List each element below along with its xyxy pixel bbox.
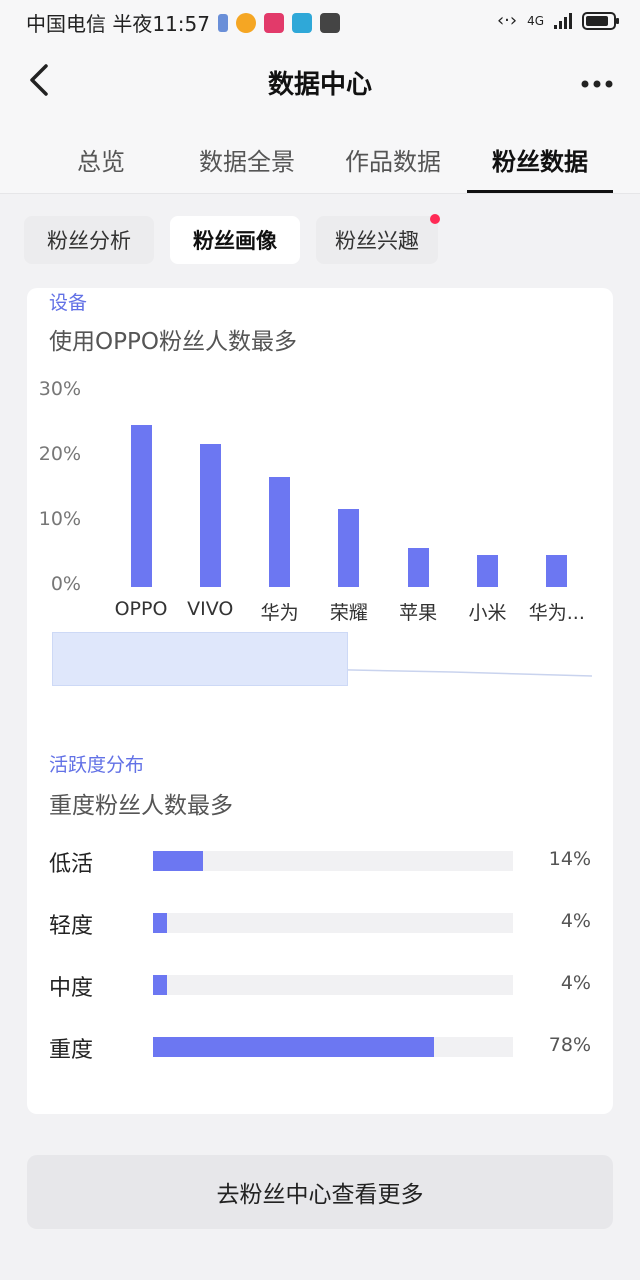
main-tabs: 总览 数据全景 作品数据 粉丝数据 [0, 120, 640, 194]
activity-bar-track [153, 975, 513, 995]
activity-row-label: 低活 [49, 852, 94, 877]
x-tick-label: 苹果 [399, 602, 438, 624]
x-tick-label: 荣耀 [329, 602, 368, 624]
bar-3[interactable] [338, 509, 360, 587]
carrier-time: 中国电信 半夜11:57 [26, 12, 210, 36]
more-dots-icon [581, 80, 613, 88]
page-title: 数据中心 [267, 70, 372, 100]
y-tick-label: 30% [38, 378, 81, 400]
activity-bar-fill [153, 975, 168, 995]
active-tab-underline [467, 190, 613, 193]
back-button[interactable] [26, 62, 56, 102]
activity-bar-track [153, 1037, 513, 1057]
y-tick-label: 20% [38, 443, 81, 465]
bar-6[interactable] [546, 554, 568, 587]
activity-percent: 4% [560, 910, 591, 932]
status-right: ‹·› 4G [496, 10, 619, 31]
reader-icon [292, 12, 312, 33]
tab-data-panorama[interactable]: 数据全景 [199, 148, 295, 176]
activity-percent: 14% [548, 848, 591, 870]
tab-fans-data[interactable]: 粉丝数据 [492, 148, 588, 176]
activity-section-label: 活跃度分布 [49, 754, 145, 776]
device-section-title: 使用OPPO粉丝人数最多 [49, 329, 297, 355]
activity-bar-fill [153, 1037, 434, 1057]
activity-row-label: 中度 [49, 976, 94, 1001]
bar-4[interactable] [407, 548, 429, 587]
activity-bar-track [153, 913, 513, 933]
go-fans-center-label: 去粉丝中心查看更多 [216, 1182, 424, 1208]
sub-tabs: 粉丝分析 粉丝画像 粉丝兴趣 [0, 194, 640, 288]
battery-icon [582, 11, 619, 30]
chevron-left-icon [30, 64, 48, 96]
subtab-label: 粉丝兴趣 [335, 229, 419, 253]
status-left: 中国电信 半夜11:57 [26, 8, 340, 37]
more-button[interactable] [580, 68, 614, 92]
bar-1[interactable] [199, 444, 221, 587]
battery-saver-icon [218, 13, 228, 32]
y-tick-label: 10% [38, 508, 81, 530]
x-tick-label: OPPO [114, 598, 168, 620]
slider-window-handle[interactable] [52, 632, 348, 686]
activity-row-label: 重度 [49, 1038, 94, 1063]
device-section-label: 设备 [49, 292, 88, 314]
tab-works-data[interactable]: 作品数据 [345, 148, 441, 176]
activity-percent: 4% [560, 972, 591, 994]
subtab-label: 粉丝画像 [193, 229, 277, 253]
network-type: 4G [527, 13, 544, 28]
x-tick-label: 华为... [528, 602, 585, 624]
bar-0[interactable] [130, 424, 152, 587]
activity-bar-track [153, 851, 513, 871]
x-tick-label: 小米 [468, 602, 507, 624]
subtab-fans-interest[interactable]: 粉丝兴趣 [316, 214, 440, 264]
activity-row-label: 轻度 [49, 914, 94, 939]
activity-section-title: 重度粉丝人数最多 [49, 793, 233, 819]
new-badge-dot [430, 214, 440, 224]
activity-percent: 78% [548, 1034, 591, 1056]
signal-icon [554, 12, 572, 29]
bar-2[interactable] [269, 476, 291, 587]
activity-bar-fill [153, 913, 168, 933]
subtab-label: 粉丝分析 [47, 229, 131, 253]
bar-5[interactable] [477, 554, 498, 587]
status-bar: 中国电信 半夜11:57 ‹·› 4G [0, 0, 640, 44]
x-tick-label: VIVO [187, 598, 234, 620]
tab-overview[interactable]: 总览 [77, 148, 125, 176]
portrait-card: 设备 使用OPPO粉丝人数最多 30% 20% 10% 0% OPPO VIVO 华为 荣耀 苹… [27, 288, 613, 1114]
chart-range-slider[interactable] [52, 632, 592, 686]
activity-bar-fill [153, 851, 204, 871]
app-icon [264, 12, 284, 33]
x-tick-label: 华为 [260, 602, 299, 624]
link-icon: ‹·› [496, 10, 518, 31]
y-tick-label: 0% [50, 573, 81, 595]
weibo-icon [236, 12, 256, 33]
subtab-fans-portrait[interactable]: 粉丝画像 [170, 216, 300, 264]
subtab-fans-analysis[interactable]: 粉丝分析 [24, 216, 154, 264]
nav-bar: 数据中心 [0, 44, 640, 120]
huawei-app-icon [320, 12, 340, 33]
go-fans-center-button[interactable]: 去粉丝中心查看更多 [27, 1155, 613, 1229]
